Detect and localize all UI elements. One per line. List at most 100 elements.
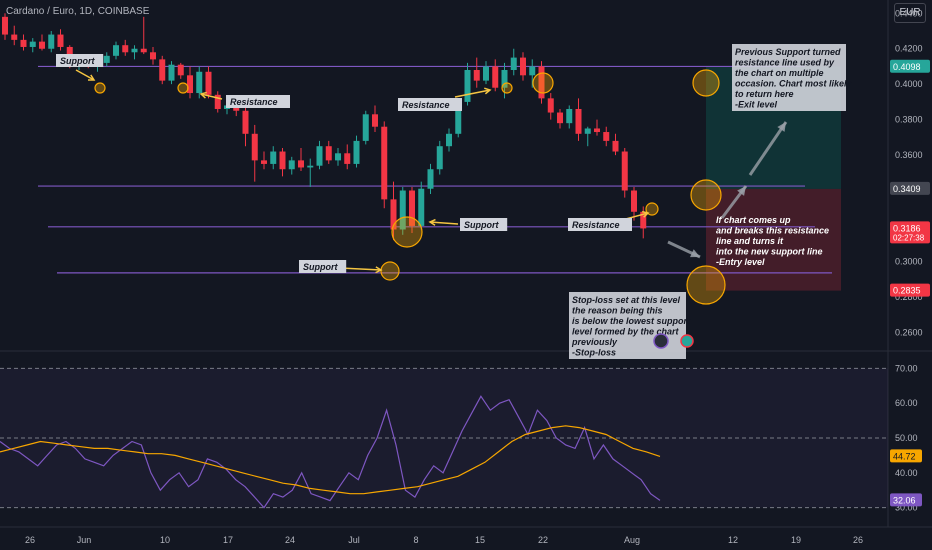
candle-down [39,41,45,49]
time-tick-label: 15 [475,535,485,545]
stop-note-line: -Stop-loss [572,348,616,358]
candle-up [464,70,471,102]
candle-down [159,59,166,81]
support-label-box [460,218,508,231]
support-label: Support [60,56,95,66]
time-tick-label: Jun [77,535,92,545]
candle-up [529,66,536,76]
entry-note-line: -Entry level [716,257,765,267]
candle-down [214,94,221,109]
candle-up [335,153,341,161]
support-arrow-head [375,266,383,274]
candle-down [557,112,563,124]
price-badge-label: 0.3409 [893,184,921,194]
candle-up [362,114,369,141]
time-tick-label: 22 [538,535,548,545]
rsi-badge [890,493,922,507]
candle-down [594,128,600,133]
price-tick-label: 0.4200 [895,44,923,54]
support-arrow [339,267,382,271]
price-tick-label: 0.2600 [895,327,923,337]
candle-down [621,151,628,191]
candle-down [390,199,397,230]
time-tick-label: 10 [160,535,170,545]
candle-up [316,146,323,166]
event-marker-icon [653,333,669,349]
candle-up [131,48,138,53]
projection-arrow-head [777,122,786,132]
candle-up [566,108,573,124]
resistance-arrow-head [641,210,650,218]
price-tick-label: 0.4000 [895,79,923,89]
loss-zone [706,188,841,291]
candle-down [140,48,147,53]
time-tick-label: 24 [285,535,295,545]
highlight-circle [94,82,106,94]
candle-down [381,126,388,200]
stop-note-line: level formed by the chart [572,327,680,337]
resistance-label: Resistance [402,100,450,110]
rsi-ma-badge [890,449,922,463]
support-arrow [429,221,459,225]
rsi-tick-label: 50.00 [895,433,918,443]
candle-up [113,45,119,56]
candle-down [344,153,351,164]
rsi-badge-label: 32.06 [893,495,916,505]
resistance-arrow-head [484,87,492,95]
candle-up [418,188,425,226]
event-marker-icon [680,334,694,348]
candle-down [298,160,304,168]
rsi-tick-label: 40.00 [895,468,918,478]
candle-up [446,133,452,147]
candle-up [48,34,55,49]
resistance-label-box [568,218,632,231]
candle-down [20,39,27,47]
entry-note-line: line and turns it [716,236,784,246]
rsi-line [0,395,661,509]
candle-up [501,70,508,88]
price-badge-label: 0.4098 [893,62,921,72]
candle-up [584,128,591,134]
projection-arrow-head [690,249,700,258]
candle-up [436,146,443,170]
candle-up [510,57,517,70]
price-tick-label: 0.2800 [895,292,923,302]
price-badge [890,59,930,73]
rsi-ma-line [0,425,661,495]
time-tick-label: 26 [25,535,35,545]
candle-up [168,64,175,81]
rsi-tick-label: 70.00 [895,363,918,373]
candle-up [399,190,406,230]
candle-down [538,66,545,99]
candle-up [455,101,462,134]
candle-down [372,114,378,127]
price-tick-label: 0.3600 [895,150,923,160]
candle-down [575,108,582,134]
highlight-circle [501,82,513,94]
candle-down [11,34,18,40]
candle-down [473,70,480,81]
candle-up [196,71,203,94]
highlight-circle [692,69,720,97]
candle-up [29,41,36,47]
resistance-label: Resistance [230,97,278,107]
rsi-ma-badge-label: 44.72 [893,451,916,461]
highlight-circle [690,179,722,211]
currency-selector[interactable]: EUR [894,3,926,23]
price-tick-label: 0.3000 [895,256,923,266]
highlight-circle [645,202,659,216]
support-label-box [56,54,104,67]
stop-note-line: previously [571,337,618,347]
stop-note-box [569,292,686,359]
support-label-box [299,260,347,273]
time-tick-label: Aug [624,535,640,545]
resistance-label-box [398,98,462,111]
stop-note-line: is below the lowest support [572,316,691,326]
resistance-arrow [454,89,491,98]
exit-note-line: resistance line used by [735,58,835,68]
candle-down [233,105,240,111]
candle-down [150,52,156,60]
highlight-circle [177,82,189,94]
highlight-circle [380,261,400,281]
